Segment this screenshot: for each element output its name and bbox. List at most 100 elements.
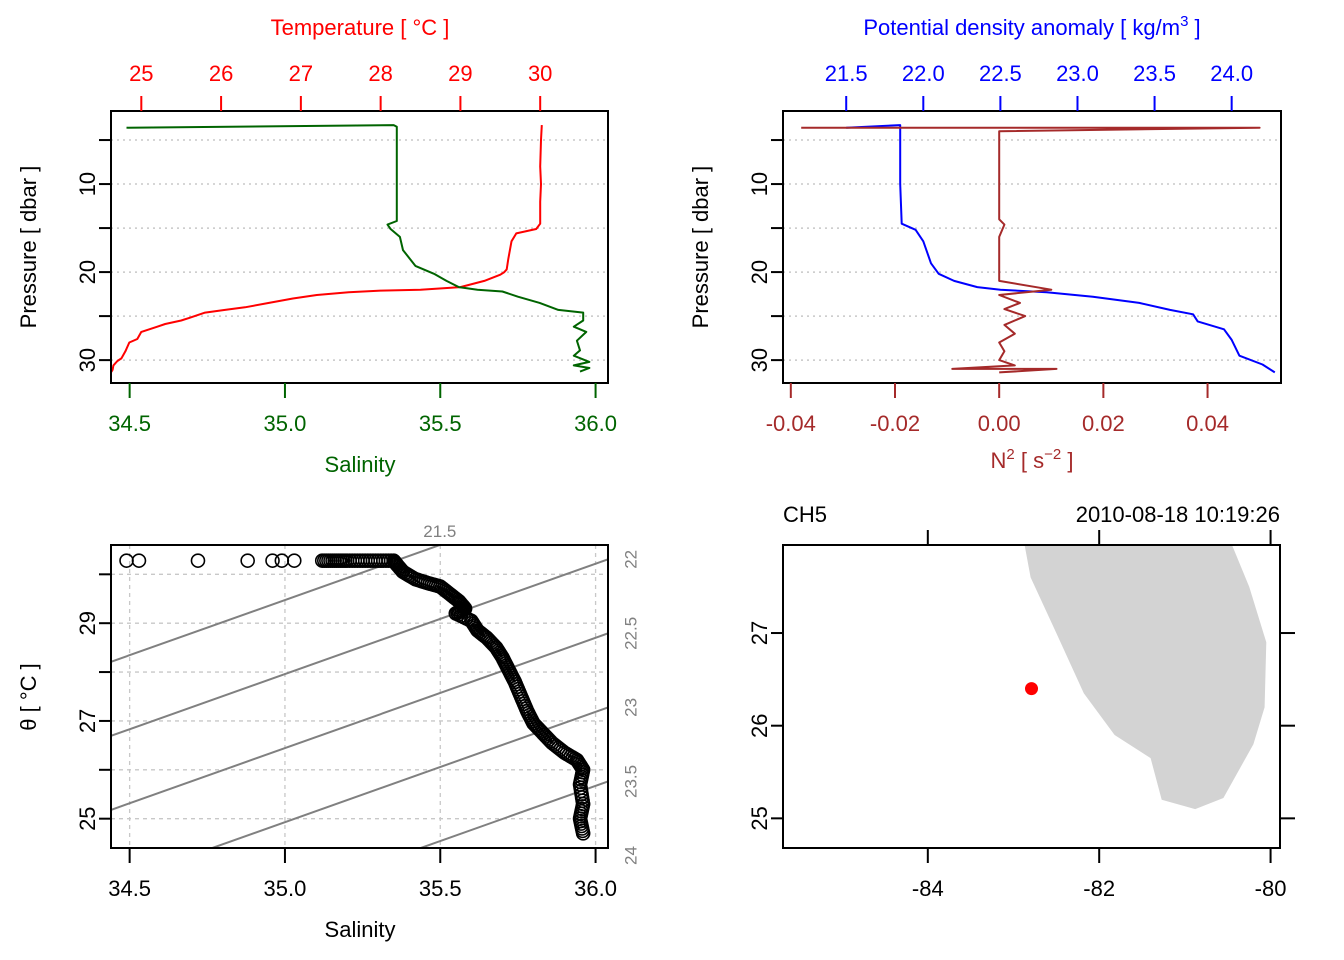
p1-top-tick-label: 26 bbox=[209, 61, 233, 86]
p2-top-axis: 21.5 22.0 22.5 23.0 23.5 24.0 bbox=[825, 61, 1253, 111]
p3-isopycnal-label: 22.5 bbox=[621, 617, 640, 650]
p1-bottom-tick-label: 34.5 bbox=[108, 411, 151, 436]
p2-bottom-axis-title-mid: [ s bbox=[1015, 448, 1044, 473]
p2-gridlines bbox=[783, 139, 1281, 361]
p1-top-tick-label: 27 bbox=[289, 61, 313, 86]
p1-bottom-tick-label: 35.5 bbox=[419, 411, 462, 436]
panel-profile-density: 21.5 22.0 22.5 23.0 23.5 24.0 -0.04 -0.02 0.00 0… bbox=[688, 13, 1282, 473]
p2-top-tick-label: 24.0 bbox=[1210, 61, 1253, 86]
p3-data-point bbox=[286, 553, 302, 568]
p3-isopycnal-label: 24 bbox=[621, 846, 640, 865]
p1-left-tick-label: 10 bbox=[75, 172, 100, 196]
p3-isopycnal-labels: 21.5 22 22.5 23 23.5 24 bbox=[423, 522, 640, 865]
p2-bottom-axis-title: N2 [ s−2 ] bbox=[991, 446, 1074, 473]
p1-series bbox=[110, 124, 591, 373]
p4-station-name: CH5 bbox=[783, 502, 827, 527]
p3-data-point bbox=[274, 553, 290, 568]
p3-isopycnal-line bbox=[417, 780, 608, 848]
p2-left-axis: 10 20 30 bbox=[747, 139, 783, 372]
p3-bottom-tick-label: 35.0 bbox=[264, 876, 307, 901]
p2-left-tick-label: 10 bbox=[747, 172, 772, 196]
p3-left-tick-label: 29 bbox=[75, 611, 100, 635]
p2-top-axis-title-text: Potential density anomaly [ kg/m bbox=[863, 15, 1180, 40]
p1-plot-box bbox=[110, 110, 609, 384]
p2-bottom-axis-title-sup1: 2 bbox=[1006, 446, 1014, 463]
p1-left-axis: 10 20 30 bbox=[75, 139, 111, 372]
p2-series bbox=[801, 124, 1276, 374]
p2-top-tick-label: 22.0 bbox=[902, 61, 945, 86]
p3-data-point bbox=[119, 553, 134, 568]
p3-isopycnal-line bbox=[111, 545, 443, 663]
p2-top-tick-label: 23.0 bbox=[1056, 61, 1099, 86]
p3-isopycnal-line bbox=[80, 844, 639, 960]
p3-isopycnal-line bbox=[111, 632, 608, 811]
p3-x-axis-title: Salinity bbox=[325, 917, 396, 942]
p4-bottom-tick-label: -80 bbox=[1255, 876, 1287, 901]
p2-top-tick-label: 23.5 bbox=[1133, 61, 1176, 86]
p3-isopycnal-label: 23.5 bbox=[621, 765, 640, 798]
p1-top-axis-title: Temperature [ °C ] bbox=[271, 15, 450, 40]
p3-isopycnal-label: 23 bbox=[621, 698, 640, 717]
p3-bottom-axis: 34.5 35.0 35.5 36.0 bbox=[108, 848, 617, 901]
p1-left-tick-label: 20 bbox=[75, 260, 100, 284]
p1-bottom-axis: 34.5 35.0 35.5 36.0 bbox=[108, 383, 617, 436]
panel-ts-diagram: 21.5 22 22.5 23 23.5 24 34.5 35.0 35.5 36.0 25 27… bbox=[16, 522, 640, 960]
p2-left-axis-title: Pressure [ dbar ] bbox=[688, 166, 713, 329]
p2-left-tick-label: 20 bbox=[747, 260, 772, 284]
p2-bottom-axis: -0.04 -0.02 0.00 0.02 0.04 bbox=[766, 383, 1229, 436]
p3-isopycnal-line bbox=[111, 558, 608, 737]
p3-plot-box bbox=[110, 544, 609, 849]
p1-top-axis: 25 26 27 28 29 30 bbox=[129, 61, 552, 111]
p3-data-point bbox=[575, 826, 591, 841]
p2-bottom-axis-title-sup2: −2 bbox=[1044, 446, 1061, 463]
p1-bottom-axis-title: Salinity bbox=[325, 452, 396, 477]
p2-top-axis-title-end: ] bbox=[1188, 15, 1200, 40]
p1-top-tick-label: 25 bbox=[129, 61, 153, 86]
p2-top-axis-title-sup: 3 bbox=[1180, 13, 1188, 30]
p3-bottom-tick-label: 35.5 bbox=[419, 876, 462, 901]
p3-data-point bbox=[190, 553, 206, 568]
panel-profile-ts: 25 26 27 28 29 30 34.5 35.0 35.5 36.0 10 20 30 Tem… bbox=[16, 15, 617, 477]
p4-land-polygon bbox=[1024, 545, 1267, 810]
p4-left-tick-label: 27 bbox=[747, 621, 772, 645]
p4-plot-box bbox=[782, 544, 1281, 849]
p1-bottom-tick-label: 36.0 bbox=[574, 411, 617, 436]
p2-series-potential-density-anomaly bbox=[846, 124, 1276, 374]
p3-left-axis: 25 27 29 bbox=[75, 573, 111, 831]
p1-bottom-tick-label: 35.0 bbox=[264, 411, 307, 436]
p1-top-tick-label: 30 bbox=[528, 61, 552, 86]
p2-bottom-tick-label: 0.02 bbox=[1082, 411, 1125, 436]
p2-bottom-tick-label: -0.04 bbox=[766, 411, 816, 436]
p3-left-tick-label: 27 bbox=[75, 709, 100, 733]
p3-bottom-tick-label: 36.0 bbox=[574, 876, 617, 901]
p2-bottom-tick-label: -0.02 bbox=[870, 411, 920, 436]
p1-left-tick-label: 30 bbox=[75, 348, 100, 372]
panel-station-map: -84 -82 -80 25 26 27 CH5 2010-08-18 10:19:26 bbox=[747, 502, 1295, 901]
p4-station-marker bbox=[1025, 682, 1038, 696]
p3-isopycnal-line bbox=[209, 706, 608, 848]
p1-series-salinity bbox=[126, 124, 591, 373]
p1-gridlines bbox=[111, 139, 608, 361]
p3-bottom-tick-label: 34.5 bbox=[108, 876, 151, 901]
p4-bottom-tick-label: -82 bbox=[1083, 876, 1115, 901]
p1-left-axis-title: Pressure [ dbar ] bbox=[16, 166, 41, 329]
p4-left-tick-label: 26 bbox=[747, 713, 772, 737]
p3-data-point bbox=[131, 553, 147, 568]
p2-top-tick-label: 21.5 bbox=[825, 61, 868, 86]
p3-isopycnal-label: 21.5 bbox=[423, 522, 456, 541]
p4-left-tick-label: 25 bbox=[747, 806, 772, 830]
p2-left-tick-label: 30 bbox=[747, 348, 772, 372]
p3-gridlines bbox=[111, 545, 608, 848]
p2-top-axis-title: Potential density anomaly [ kg/m3 ] bbox=[863, 13, 1200, 40]
p2-bottom-axis-title-n: N bbox=[991, 448, 1007, 473]
p4-bottom-tick-label: -84 bbox=[912, 876, 944, 901]
p2-series-n- bbox=[801, 126, 1261, 374]
p1-series-temperature bbox=[110, 125, 543, 373]
p3-data-point bbox=[265, 553, 280, 568]
p1-top-tick-label: 29 bbox=[448, 61, 472, 86]
p3-isopycnals bbox=[80, 545, 639, 960]
p4-station-time: 2010-08-18 10:19:26 bbox=[1076, 502, 1280, 527]
p3-isopycnal-label: 22 bbox=[621, 550, 640, 569]
p4-axes: -84 -82 -80 25 26 27 bbox=[747, 530, 1295, 901]
p1-top-tick-label: 28 bbox=[368, 61, 392, 86]
